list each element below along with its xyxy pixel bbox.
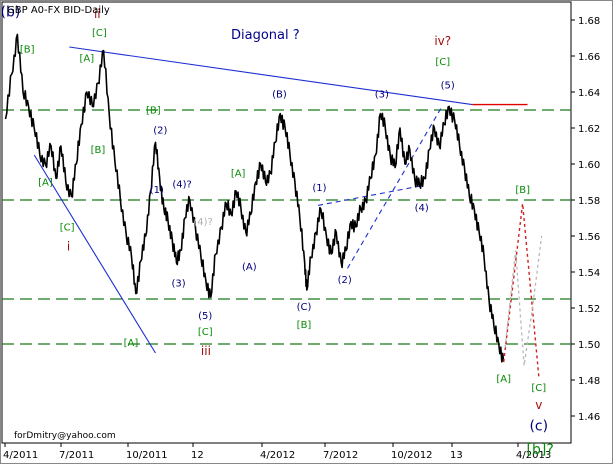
x-tick-label-2: 10/2011 (126, 450, 168, 461)
wave-label-32: [A] (496, 374, 511, 385)
y-tick-label-6: 1.56 (578, 232, 600, 243)
wave-label-14: (4)? (193, 217, 212, 228)
wave-label-18: iii (201, 344, 211, 358)
wave-label-3: [B] (20, 44, 35, 55)
wave-label-29: [C] (435, 57, 450, 68)
wave-label-28: (5) (441, 80, 455, 91)
wave-label-34: v (535, 398, 542, 412)
horizontal-levels (2, 103, 571, 345)
wave-label-11: (2) (153, 125, 167, 136)
wave-label-19: [A] (231, 169, 246, 180)
wave-label-30: iv? (434, 34, 451, 48)
wave-label-9: [A] (124, 338, 139, 349)
x-tick-label-4: 4/2012 (260, 450, 295, 461)
wave-label-5: [B] (91, 145, 106, 156)
wave-label-17: [C] (198, 327, 213, 338)
trendline-0 (33, 154, 156, 354)
wave-label-13: (4)? (172, 179, 191, 190)
wave-label-36: [b]? (527, 442, 554, 458)
wave-label-26: (3) (375, 89, 389, 100)
wave-label-0: (b) (1, 4, 21, 20)
projection-gray (504, 235, 543, 366)
x-tick-label-7: 13 (450, 450, 463, 461)
x-tick-label-5: 7/2012 (323, 450, 358, 461)
y-tick-label-5: 1.58 (578, 196, 600, 207)
wave-label-8: i (67, 239, 70, 253)
wave-label-27: (4) (415, 203, 429, 214)
y-tick-label-8: 1.52 (578, 304, 600, 315)
wave-label-7: [C] (60, 223, 75, 234)
y-tick-label-1: 1.66 (578, 52, 600, 63)
wave-label-16: (5) (198, 311, 212, 322)
plot-area (1, 1, 572, 444)
wave-label-10: [B] (146, 106, 161, 117)
wave-label-15: (3) (172, 278, 186, 289)
wave-annotations: (b) ii [C] [B] [A] [B] [A] [C] i [A] [B] (2) (1) (4)?… (1, 4, 554, 457)
wave-label-35: (c) (529, 418, 548, 434)
x-tick-label-1: 7/2011 (59, 450, 94, 461)
y-axis: 1.68 1.66 1.64 1.62 1.60 1.58 1.56 1.54 1.52 1.50… (571, 16, 600, 423)
y-tick-label-11: 1.46 (578, 412, 600, 423)
header-annotation: Diagonal ? (231, 28, 300, 43)
wave-label-21: (B) (272, 89, 287, 100)
wave-label-25: (2) (338, 275, 352, 286)
wave-label-12: (1) (150, 185, 164, 196)
wave-label-1: ii (94, 7, 101, 21)
wave-label-2: [C] (92, 28, 107, 39)
y-tick-label-10: 1.48 (578, 376, 600, 387)
wave-label-20: (A) (242, 262, 257, 273)
wave-label-22: (C) (297, 302, 312, 313)
wave-label-6: [A] (38, 178, 53, 189)
y-tick-label-4: 1.60 (578, 160, 600, 171)
x-axis: 4/2011 7/2011 10/2011 12 4/2012 7/2012 10/2012… (3, 443, 551, 461)
trendline-1 (69, 46, 473, 106)
y-tick-label-0: 1.68 (578, 16, 600, 27)
y-tick-label-9: 1.50 (578, 340, 600, 351)
projections (503, 203, 543, 377)
wave-label-24: (1) (312, 183, 326, 194)
x-tick-label-6: 10/2012 (391, 450, 433, 461)
wave-label-4: [A] (79, 53, 94, 64)
wave-label-33: [C] (531, 383, 546, 394)
trendline-2 (346, 106, 443, 269)
x-tick-label-0: 4/2011 (3, 450, 38, 461)
wave-label-23: [B] (297, 320, 312, 331)
y-tick-label-2: 1.64 (578, 88, 600, 99)
trendlines (33, 46, 473, 354)
y-tick-label-7: 1.54 (578, 268, 600, 279)
chart-title: GBP A0-FX BID-Daily (7, 5, 110, 16)
wave-label-31: [B] (515, 185, 530, 196)
x-tick-label-8: 4/2013 (516, 450, 551, 461)
x-tick-label-3: 12 (191, 450, 204, 461)
footer-text: forDmitry@yahoo.com (14, 431, 116, 441)
price-series (4, 33, 505, 363)
y-tick-label-3: 1.62 (578, 124, 600, 135)
price-line (4, 33, 505, 363)
